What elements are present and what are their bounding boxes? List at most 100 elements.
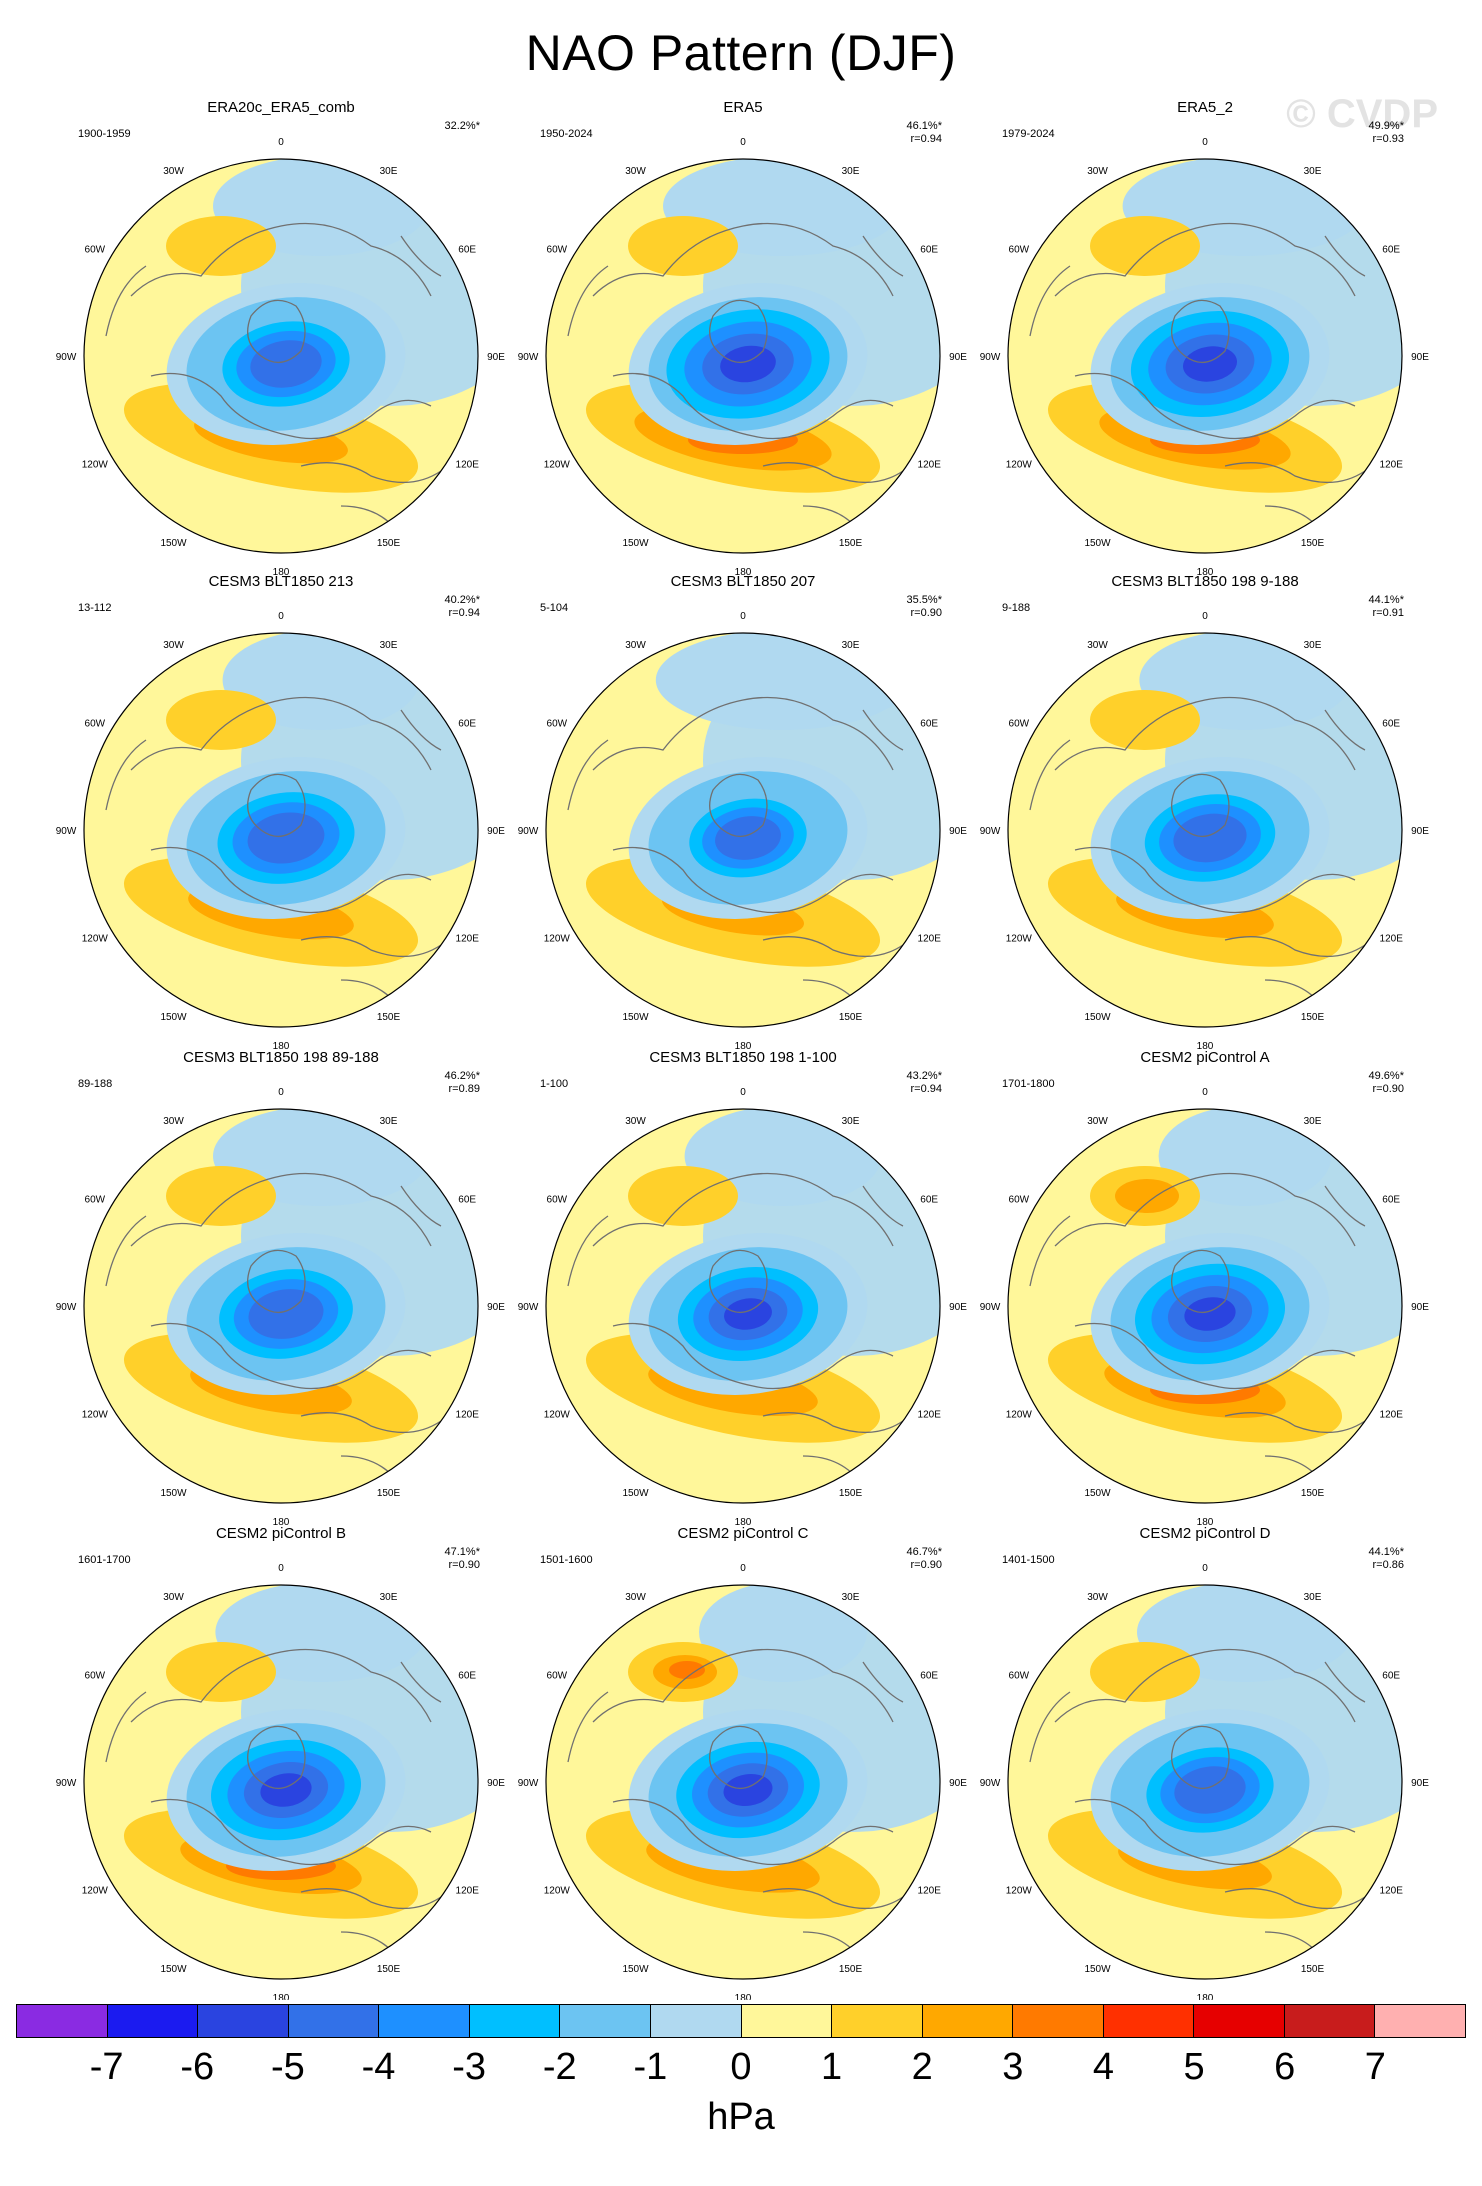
variance-explained: 47.1%* bbox=[445, 1546, 481, 1558]
lon-label: 120W bbox=[1006, 934, 1033, 945]
coastlines bbox=[567, 222, 904, 537]
colorbar-labels: -7 -6 -5 -4 -3 -2 -1 0 1 2 3 4 5 6 7 bbox=[16, 2046, 1466, 2096]
pattern-correlation: r=0.93 bbox=[1373, 133, 1405, 145]
lon-label: 180 bbox=[1197, 1993, 1214, 2000]
map-boundary bbox=[83, 158, 479, 554]
lon-label: 150E bbox=[839, 538, 863, 549]
icelandic-low-level-6 bbox=[720, 345, 776, 383]
lon-label: 60E bbox=[1382, 1195, 1400, 1206]
colorbar-tick-label: -6 bbox=[180, 2046, 215, 2088]
map-panel-5: 180 150E 120E 90E 60E 30E 0 30W 60W 90W 120W 150W CE… bbox=[518, 573, 968, 1052]
colorbar-tick-label: 0 bbox=[730, 2046, 752, 2088]
variance-explained: 44.1%* bbox=[1369, 594, 1405, 606]
lon-label: 120W bbox=[82, 934, 109, 945]
coastlines bbox=[1029, 222, 1366, 537]
colorbar-tick-label: -7 bbox=[89, 2046, 124, 2088]
period-label: 1401-1500 bbox=[1002, 1554, 1055, 1566]
lon-label: 60W bbox=[85, 245, 106, 256]
lon-label: 60W bbox=[85, 719, 106, 730]
map-panel-11: 180 150E 120E 90E 60E 30E 0 30W 60W 90W 120W 150W CE… bbox=[518, 1525, 968, 2000]
arctic-band bbox=[1158, 1109, 1332, 1206]
lon-label: 60W bbox=[85, 1671, 106, 1682]
colorbar-segment bbox=[17, 2005, 107, 2037]
lon-label: 0 bbox=[278, 1563, 284, 1574]
lon-label: 30W bbox=[625, 1592, 646, 1603]
pattern-correlation: r=0.86 bbox=[1373, 1559, 1405, 1571]
colorbar-segment bbox=[287, 2005, 379, 2037]
lon-label: 180 bbox=[735, 1041, 752, 1052]
lon-label: 120E bbox=[456, 1886, 480, 1897]
lon-label: 120W bbox=[544, 934, 571, 945]
lon-label: 60E bbox=[1382, 245, 1400, 256]
lon-label: 120W bbox=[544, 460, 571, 471]
lon-label: 30W bbox=[625, 640, 646, 651]
variance-explained: 46.2%* bbox=[445, 1070, 481, 1082]
colorbar-tick-label: 6 bbox=[1274, 2046, 1296, 2088]
lon-label: 60E bbox=[458, 1195, 476, 1206]
variance-explained: 44.1%* bbox=[1369, 1546, 1405, 1558]
variance-explained: 46.7%* bbox=[907, 1546, 943, 1558]
lon-label: 90W bbox=[980, 1302, 1001, 1313]
lon-label: 120E bbox=[1380, 934, 1404, 945]
pattern-correlation: r=0.90 bbox=[1373, 1083, 1405, 1095]
colorbar-tick-label: -2 bbox=[542, 2046, 577, 2088]
lon-label: 30W bbox=[163, 640, 184, 651]
pacific-high-contour bbox=[166, 1166, 276, 1226]
lon-label: 60W bbox=[1009, 719, 1030, 730]
colorbar-units: hPa bbox=[707, 2096, 775, 2138]
lon-label: 90E bbox=[1411, 1302, 1429, 1313]
lon-label: 90E bbox=[1411, 1778, 1429, 1789]
lon-label: 90W bbox=[56, 1302, 77, 1313]
lon-label: 60E bbox=[458, 245, 476, 256]
page-title: NAO Pattern (DJF) bbox=[525, 25, 957, 81]
panel-title: CESM3 BLT1850 198 9-188 bbox=[1111, 573, 1298, 590]
map-boundary bbox=[545, 158, 941, 554]
coastlines bbox=[567, 1172, 904, 1487]
lon-label: 60W bbox=[547, 1671, 568, 1682]
lon-label: 180 bbox=[1197, 567, 1214, 578]
lon-label: 90W bbox=[56, 1778, 77, 1789]
lon-label: 30E bbox=[1304, 1592, 1322, 1603]
variance-explained: 32.2%* bbox=[445, 120, 481, 132]
lon-label: 30W bbox=[1087, 1592, 1108, 1603]
lon-label: 60E bbox=[1382, 1671, 1400, 1682]
colorbar-tick-label: 3 bbox=[1002, 2046, 1024, 2088]
lon-label: 150W bbox=[1084, 1012, 1111, 1023]
lon-label: 90E bbox=[487, 1778, 505, 1789]
lon-label: 60E bbox=[1382, 719, 1400, 730]
colorbar-tick-label: -5 bbox=[270, 2046, 305, 2088]
lon-label: 120E bbox=[918, 934, 942, 945]
lon-label: 120E bbox=[918, 1410, 942, 1421]
lon-label: 30W bbox=[1087, 640, 1108, 651]
colorbar-tick-label: 2 bbox=[911, 2046, 933, 2088]
lon-label: 0 bbox=[740, 611, 746, 622]
lon-label: 90E bbox=[1411, 352, 1429, 363]
lon-label: 180 bbox=[273, 1517, 290, 1528]
colorbar-segment bbox=[921, 2005, 1013, 2037]
panel-title: ERA5_2 bbox=[1177, 99, 1233, 116]
lon-label: 150W bbox=[1084, 1488, 1111, 1499]
panel-title: CESM2 piControl A bbox=[1140, 1049, 1269, 1066]
icelandic-low-level-6 bbox=[1184, 1297, 1236, 1331]
lon-label: 90E bbox=[487, 826, 505, 837]
variance-explained: 43.2%* bbox=[907, 1070, 943, 1082]
lon-label: 120E bbox=[1380, 1410, 1404, 1421]
variance-explained: 40.2%* bbox=[445, 594, 481, 606]
map-boundary bbox=[545, 1584, 941, 1980]
lon-label: 30E bbox=[380, 1116, 398, 1127]
map-panel-3: 180 150E 120E 90E 60E 30E 0 30W 60W 90W 120W 150W ER… bbox=[980, 99, 1430, 578]
lon-label: 120W bbox=[544, 1886, 571, 1897]
colorbar-segment bbox=[197, 2005, 288, 2037]
icelandic-low-level-5 bbox=[248, 1289, 324, 1339]
lon-label: 30E bbox=[380, 640, 398, 651]
lon-label: 150W bbox=[622, 538, 649, 549]
pattern-correlation: r=0.90 bbox=[911, 1559, 943, 1571]
colorbar-segment bbox=[106, 2005, 198, 2037]
variance-explained: 35.5%* bbox=[907, 594, 943, 606]
lon-label: 180 bbox=[273, 1993, 290, 2000]
pattern-correlation: r=0.94 bbox=[911, 1083, 943, 1095]
lon-label: 180 bbox=[273, 1041, 290, 1052]
map-panel-4: 180 150E 120E 90E 60E 30E 0 30W 60W 90W 120W 150W CE… bbox=[56, 573, 506, 1052]
lon-label: 30E bbox=[380, 1592, 398, 1603]
lon-label: 180 bbox=[735, 1993, 752, 2000]
